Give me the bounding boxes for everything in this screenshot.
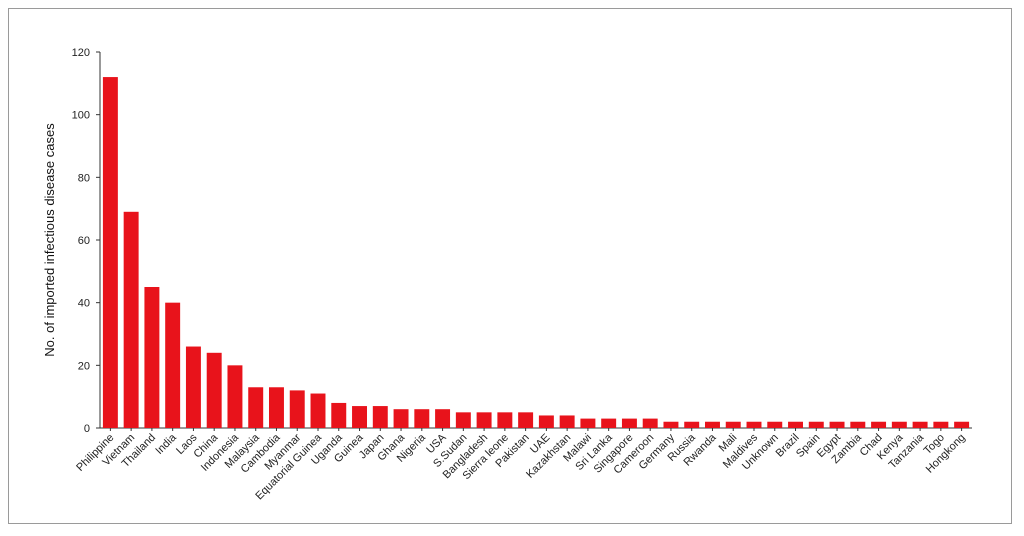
bar (206, 352, 222, 428)
bar (102, 77, 118, 429)
bar (912, 421, 928, 428)
bar (269, 387, 284, 428)
bar (559, 415, 575, 428)
bar (144, 287, 160, 428)
bar (310, 393, 326, 428)
bar (767, 421, 783, 428)
bar (954, 421, 970, 428)
bar (185, 346, 201, 428)
bar (248, 387, 264, 428)
bar (746, 421, 762, 428)
bar (663, 421, 679, 428)
y-tick-label: 120 (72, 47, 90, 59)
bar (372, 406, 388, 428)
bar (165, 302, 181, 428)
bar (352, 406, 367, 428)
bar (621, 418, 637, 428)
bar (538, 415, 554, 428)
y-tick-label: 80 (78, 172, 90, 184)
y-tick-label: 60 (78, 235, 90, 247)
bar (829, 421, 845, 428)
bar (871, 421, 887, 428)
bar (518, 412, 534, 428)
y-tick-label: 100 (72, 110, 90, 122)
bar (476, 412, 492, 428)
bar (933, 421, 949, 428)
bar (455, 412, 471, 428)
bar (289, 390, 305, 428)
y-axis: 0 20 40 60 80 100 120 (72, 47, 101, 435)
bar (850, 421, 866, 428)
chart-frame (8, 8, 1012, 524)
bar (227, 365, 243, 428)
bar (725, 421, 741, 428)
x-axis: PhilippineVietnamThailandIndiaLaosChinaI… (74, 427, 972, 502)
y-tick-label: 20 (78, 360, 90, 372)
bar (331, 402, 347, 428)
y-axis-title: No. of imported infectious disease cases (42, 123, 57, 357)
bar (393, 409, 409, 428)
bar (642, 418, 658, 428)
bar (497, 412, 513, 428)
bar (808, 421, 824, 428)
bar (705, 421, 720, 428)
bar (435, 409, 451, 428)
bar (580, 418, 596, 428)
bar (788, 421, 803, 428)
bar (414, 409, 430, 428)
bar (684, 421, 700, 428)
bars (102, 77, 970, 429)
bar (123, 211, 139, 428)
bar (891, 421, 907, 428)
bar (601, 418, 617, 428)
y-tick-label: 40 (78, 298, 90, 310)
y-tick-label: 0 (84, 423, 90, 435)
x-tick-label: India (153, 431, 179, 457)
